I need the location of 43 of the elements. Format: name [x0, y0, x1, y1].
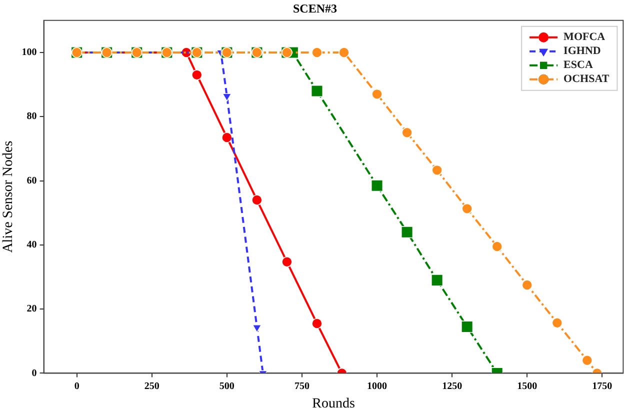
x-tick-label: 500: [219, 380, 234, 392]
point: [582, 354, 593, 366]
point: [222, 132, 232, 143]
chart-title: SCEN#3: [292, 1, 338, 16]
point: [432, 164, 442, 176]
point: [462, 203, 472, 214]
x-tick-label: 1000: [367, 380, 388, 392]
y-tick-label: 0: [32, 368, 37, 379]
point: [461, 320, 474, 333]
point: [552, 317, 563, 328]
x-axis-title: Rounds: [312, 396, 355, 412]
y-tick-label: 40: [26, 239, 37, 250]
y-tick-label: 60: [26, 175, 37, 186]
y-tick-label: 20: [26, 304, 37, 315]
point: [370, 180, 384, 192]
x-tick-label: 250: [144, 380, 160, 392]
legend-label: MOFCA: [564, 31, 606, 44]
point: [492, 241, 503, 252]
x-tick-label: 750: [294, 380, 310, 392]
y-tick-label: 100: [22, 47, 37, 58]
x-tick-label: 1750: [592, 380, 612, 392]
point: [522, 280, 533, 290]
point: [338, 47, 350, 58]
point: [282, 256, 292, 268]
legend-label: OCHSAT: [564, 73, 610, 86]
point: [312, 47, 322, 58]
y-tick-label: 80: [26, 111, 37, 122]
point: [372, 88, 382, 100]
x-tick-label: 0: [74, 380, 80, 392]
x-tick-label: 1500: [517, 380, 538, 392]
point: [252, 324, 262, 333]
legend-label: IGHND: [564, 45, 601, 58]
legend-label: ESCA: [564, 59, 593, 72]
point: [312, 318, 322, 329]
point: [310, 84, 324, 98]
point: [402, 127, 412, 138]
point: [192, 70, 202, 80]
point: [222, 93, 232, 102]
x-tick-label: 1250: [442, 380, 462, 392]
y-axis-title: Alive Sensor Nodes: [1, 140, 16, 253]
point: [431, 274, 444, 286]
point: [252, 194, 262, 206]
point: [400, 226, 414, 238]
